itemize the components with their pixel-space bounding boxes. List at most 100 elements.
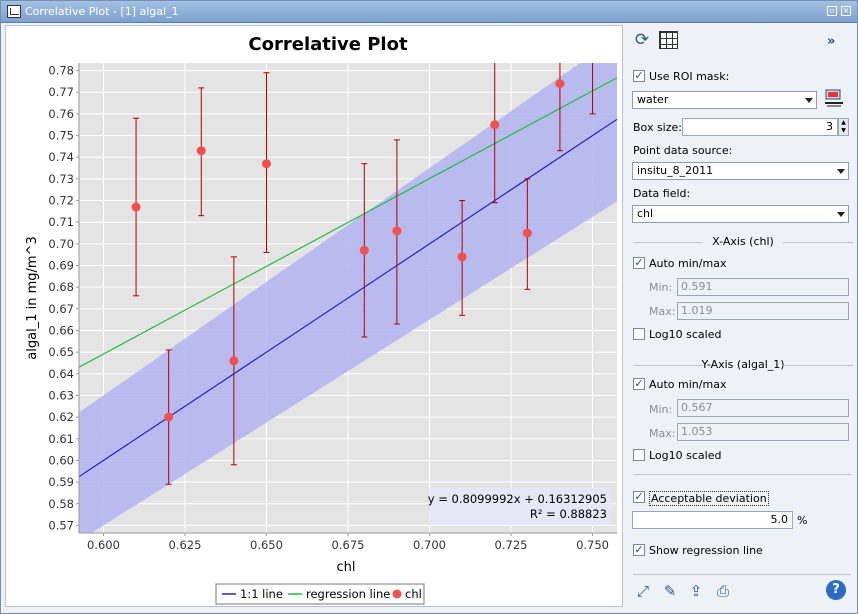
y-tick-label: 0.74 (48, 150, 74, 164)
data-point (522, 228, 532, 238)
y-tick-label: 0.77 (48, 85, 74, 99)
box-size-label: Box size: (633, 121, 682, 134)
print-icon[interactable]: ⎙ (716, 582, 729, 600)
refresh-icon[interactable]: ⟳ (634, 30, 650, 50)
window-title: Correlative Plot - [1] algal_1 (25, 5, 179, 18)
data-point (359, 245, 369, 255)
y-tick-label: 0.61 (48, 432, 74, 446)
y-tick-label: 0.57 (48, 518, 74, 532)
help-icon[interactable]: ? (826, 580, 846, 600)
y-tick-label: 0.78 (48, 64, 74, 78)
y-tick-label: 0.75 (48, 129, 74, 143)
y-auto-checkbox[interactable]: ✓ (633, 377, 645, 390)
title-bar: Correlative Plot - [1] algal_1 ▫ × (1, 1, 857, 23)
y-tick-label: 0.70 (48, 237, 74, 251)
options-panel: ⟳ » ✓ Use ROI mask: water Box size: 3 ▲ ▼… (627, 25, 857, 607)
y-min-label: Min: (649, 403, 673, 416)
plot-area (79, 44, 617, 533)
data-field-select[interactable]: chl (632, 205, 849, 223)
y-tick-label: 0.58 (48, 497, 74, 511)
y-auto-label: Auto min/max (649, 378, 727, 391)
divider (633, 574, 851, 575)
point-source-value: insitu_8_2011 (637, 164, 714, 177)
data-point (555, 79, 565, 89)
x-max-input[interactable]: 1.019 (677, 302, 849, 320)
table-icon[interactable] (659, 31, 678, 49)
y-tick-label: 0.72 (48, 194, 74, 208)
equation-box (429, 488, 611, 525)
show-regression-label: Show regression line (649, 544, 763, 557)
legend-identity-label: 1:1 line (240, 587, 283, 601)
restore-icon[interactable]: ▫ (827, 6, 837, 16)
regression-equation: y = 0.8099992x + 0.16312905 (428, 492, 607, 506)
legend-box (215, 583, 425, 605)
y-tick-label: 0.60 (48, 453, 74, 467)
x-tick-label: 0.625 (169, 538, 202, 552)
x-auto-checkbox[interactable]: ✓ (633, 256, 645, 269)
regression-line (79, 77, 617, 368)
export-icon[interactable]: ⇪ (689, 582, 703, 600)
plot-panel: Correlative Plot y = 0.8099992x + 0.16312… (5, 25, 623, 607)
use-roi-label: Use ROI mask: (649, 70, 730, 83)
point-source-select[interactable]: insitu_8_2011 (632, 162, 849, 180)
x-min-input[interactable]: 0.591 (677, 278, 849, 296)
y-tick-label: 0.62 (48, 410, 74, 424)
chart-title: Correlative Plot (248, 34, 408, 55)
x-tick-label: 0.600 (87, 538, 120, 552)
y-log-checkbox[interactable] (633, 449, 645, 461)
y-axis-title: algal_1 in mg/m^3 (25, 236, 40, 359)
divider (633, 474, 851, 475)
data-field-label: Data field: (633, 187, 691, 200)
close-icon[interactable]: × (841, 6, 851, 16)
y-tick-label: 0.59 (48, 475, 74, 489)
y-max-input[interactable]: 1.053 (677, 423, 849, 441)
y-tick-label: 0.68 (48, 280, 74, 294)
deviation-input[interactable]: 5.0 (632, 511, 793, 529)
collapse-button[interactable]: » (827, 34, 836, 49)
show-regression-checkbox[interactable]: ✓ (633, 543, 645, 556)
x-tick-label: 0.750 (576, 538, 609, 552)
data-point (164, 412, 174, 422)
data-field-value: chl (637, 207, 654, 220)
roi-mask-select[interactable]: water (632, 91, 817, 109)
y-tick-label: 0.63 (48, 388, 74, 402)
x-tick-label: 0.675 (332, 538, 365, 552)
x-min-label: Min: (649, 281, 673, 294)
data-point (229, 356, 239, 366)
x-log-checkbox[interactable] (633, 328, 645, 340)
y-max-label: Max: (649, 427, 676, 440)
x-auto-label: Auto min/max (649, 257, 727, 270)
x-tick-label: 0.650 (250, 538, 283, 552)
y-tick-label: 0.76 (48, 107, 74, 121)
x-axis-title: chl (337, 560, 356, 575)
data-point (392, 226, 402, 236)
legend-points-swatch (392, 589, 402, 599)
acceptable-deviation-checkbox[interactable]: ✓ (633, 490, 645, 503)
legend-regression-label: regression line (306, 587, 390, 601)
data-point (131, 202, 141, 212)
r-squared-label: R² = 0.88823 (530, 507, 607, 521)
use-roi-checkbox[interactable]: ✓ (633, 69, 645, 82)
percent-label: % (797, 514, 808, 527)
box-size-spinner[interactable]: ▲ ▼ (838, 118, 849, 136)
x-axis-section-title: X-Axis (chl) (633, 235, 853, 248)
edit-icon[interactable]: ✎ (663, 582, 677, 600)
correlative-chart: Correlative Plot y = 0.8099992x + 0.16312… (25, 34, 617, 605)
x-tick-label: 0.725 (495, 538, 528, 552)
mask-manager-icon[interactable] (823, 87, 845, 109)
y-tick-label: 0.69 (48, 259, 74, 273)
roi-mask-value: water (637, 93, 669, 106)
y-tick-label: 0.67 (48, 302, 74, 316)
chart-icon (7, 5, 21, 18)
x-tick-label: 0.700 (413, 538, 446, 552)
zoom-all-icon[interactable]: ⤢ (636, 582, 649, 600)
point-source-label: Point data source: (633, 144, 733, 157)
box-size-input[interactable]: 3 (682, 118, 838, 136)
x-max-label: Max: (649, 305, 676, 318)
y-tick-label: 0.66 (48, 323, 74, 337)
y-tick-label: 0.65 (48, 345, 74, 359)
y-min-input[interactable]: 0.567 (677, 399, 849, 417)
data-point (588, 44, 597, 53)
data-point (196, 146, 206, 156)
